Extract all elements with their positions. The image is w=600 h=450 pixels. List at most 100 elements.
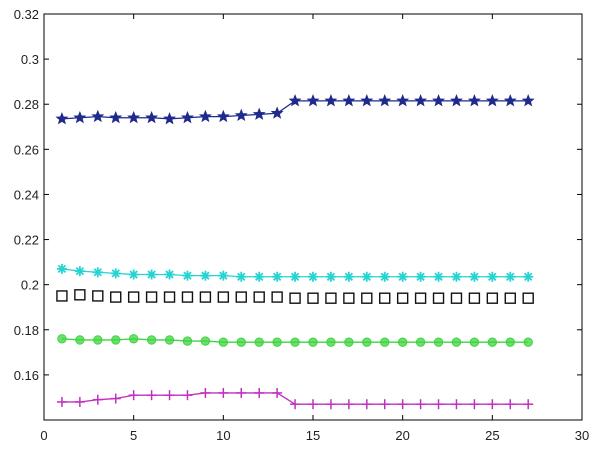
- x-axis: 0 5 10 15 20 25 30: [40, 14, 589, 443]
- data-point: [109, 110, 123, 124]
- data-point: [272, 271, 283, 282]
- data-point: [503, 94, 517, 107]
- data-point: [487, 399, 498, 410]
- data-point: [198, 109, 212, 123]
- y-tick-label: 0.26: [14, 142, 39, 157]
- data-point: [127, 110, 141, 124]
- data-point: [253, 291, 265, 303]
- data-point: [182, 270, 193, 281]
- data-point: [290, 399, 301, 410]
- y-tick-label: 0.24: [14, 187, 39, 202]
- data-point: [199, 291, 212, 303]
- data-point: [236, 337, 246, 347]
- data-point: [342, 94, 356, 107]
- data-point: [290, 271, 301, 282]
- data-point: [414, 94, 428, 107]
- data-point: [432, 292, 445, 304]
- series-2: [56, 263, 534, 282]
- data-point: [236, 387, 247, 398]
- data-point: [324, 94, 338, 107]
- data-point: [270, 106, 284, 119]
- y-axis: 0.16 0.18 0.2 0.22 0.24 0.26 0.28 0.3 0.32: [14, 7, 582, 383]
- data-point: [218, 387, 229, 398]
- data-point: [111, 335, 121, 345]
- y-tick-label: 0.2: [21, 278, 39, 293]
- data-point: [505, 271, 516, 282]
- data-point: [254, 387, 265, 398]
- data-point: [254, 271, 265, 282]
- data-point: [450, 292, 463, 304]
- data-point: [110, 291, 122, 303]
- data-point: [432, 94, 446, 107]
- data-point: [433, 337, 444, 347]
- y-tick-label: 0.22: [14, 233, 39, 248]
- data-point: [397, 271, 408, 282]
- data-point: [92, 290, 104, 302]
- data-point: [325, 292, 337, 304]
- data-point: [505, 337, 515, 347]
- data-point: [218, 270, 229, 281]
- plot-area: [43, 13, 583, 421]
- data-point: [146, 335, 157, 345]
- data-point: [271, 291, 283, 303]
- data-point: [290, 337, 300, 347]
- data-point: [56, 396, 67, 407]
- data-point: [217, 291, 230, 303]
- data-point: [361, 271, 372, 282]
- data-point: [433, 271, 444, 282]
- data-point: [272, 387, 283, 398]
- series-5: [56, 387, 534, 410]
- y-tick-label: 0.28: [14, 97, 39, 112]
- data-point: [308, 337, 318, 347]
- data-point: [92, 267, 103, 278]
- data-point: [75, 335, 85, 345]
- data-point: [234, 108, 248, 122]
- data-point: [396, 292, 409, 304]
- data-point: [128, 334, 139, 344]
- series-3: [56, 289, 534, 304]
- data-point: [522, 292, 534, 304]
- data-point: [56, 290, 68, 302]
- data-point: [272, 337, 282, 347]
- data-point: [73, 110, 87, 124]
- data-point: [146, 269, 157, 280]
- data-point: [380, 337, 390, 347]
- data-point: [146, 390, 157, 401]
- series-1: [55, 94, 535, 125]
- data-point: [182, 336, 193, 346]
- data-point: [288, 94, 302, 107]
- data-point: [379, 271, 390, 282]
- data-point: [74, 266, 85, 277]
- data-point: [469, 337, 480, 347]
- data-point: [326, 337, 336, 347]
- data-point: [306, 94, 320, 107]
- data-point: [145, 291, 158, 303]
- data-point: [469, 271, 480, 282]
- data-point: [504, 292, 516, 304]
- series-layer: [55, 94, 535, 410]
- data-point: [252, 107, 266, 120]
- x-tick-label: 25: [485, 428, 499, 443]
- x-tick-label: 15: [306, 428, 320, 443]
- data-point: [414, 292, 427, 304]
- data-point: [325, 271, 336, 282]
- data-point: [91, 109, 105, 123]
- series-4: [57, 334, 533, 347]
- data-point: [110, 268, 121, 279]
- data-point: [523, 271, 534, 282]
- data-point: [308, 399, 318, 410]
- data-point: [55, 112, 69, 125]
- data-point: [128, 269, 139, 280]
- data-point: [415, 399, 426, 410]
- data-point: [164, 390, 175, 401]
- data-point: [415, 271, 426, 282]
- data-point: [218, 337, 229, 347]
- data-point: [344, 337, 354, 347]
- y-tick-label: 0.16: [14, 368, 39, 383]
- data-point: [307, 292, 319, 304]
- y-tick-label: 0.32: [14, 7, 39, 22]
- data-point: [451, 399, 462, 410]
- data-point: [164, 335, 175, 345]
- data-point: [145, 110, 159, 124]
